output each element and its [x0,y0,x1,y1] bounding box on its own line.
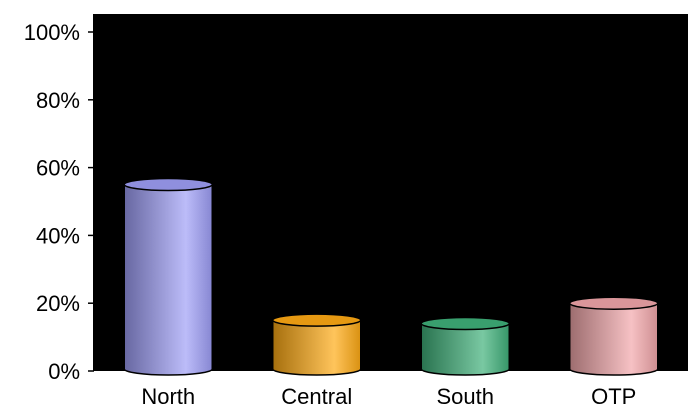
bar-body [123,183,213,376]
bar-top [123,177,213,192]
x-tick-label: North [141,384,195,409]
y-axis-ticks: 0% 20% 40% 60% 80% 100% [24,20,94,384]
bar-south [420,316,510,376]
y-tick-label: 0% [48,359,80,384]
bar-body [569,302,659,376]
bar-north [123,177,213,376]
x-tick-label: Central [281,384,352,409]
bar-top [569,296,659,310]
x-axis-labels: North Central South OTP [141,384,636,409]
bar-central [272,313,362,376]
bar-top [420,316,510,331]
x-tick-label: South [437,384,495,409]
bar-otp [569,296,659,376]
y-tick-label: 100% [24,20,80,45]
bar-top [272,313,362,327]
bars [123,177,659,376]
bar-body [420,322,510,376]
y-tick-label: 40% [36,223,80,248]
x-tick-label: OTP [591,384,636,409]
bar-body [272,319,362,376]
y-tick-label: 60% [36,156,80,181]
y-tick-label: 80% [36,88,80,113]
y-tick-label: 20% [36,291,80,316]
